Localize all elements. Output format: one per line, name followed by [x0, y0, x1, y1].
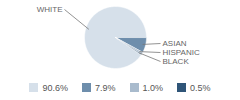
svg-text:ASIAN: ASIAN — [163, 39, 187, 48]
html-text:1.0%: 1.0% — [142, 82, 163, 93]
svg-text:BLACK: BLACK — [163, 57, 190, 66]
html-text:90.6%: 90.6% — [42, 82, 68, 93]
svg-text:HISPANIC: HISPANIC — [163, 48, 200, 57]
html-text:7.9%: 7.9% — [95, 82, 116, 93]
svg-text:WHITE: WHITE — [37, 5, 63, 14]
html-text:0.5%: 0.5% — [190, 82, 211, 93]
